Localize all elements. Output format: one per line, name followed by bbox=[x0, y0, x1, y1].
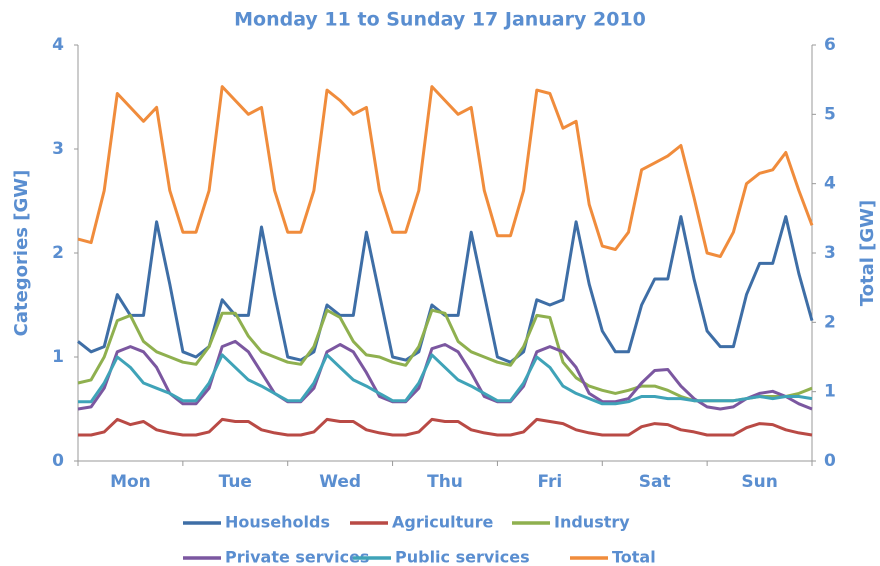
legend-label: Agriculture bbox=[392, 513, 494, 532]
y-tick-label: 0 bbox=[52, 451, 64, 471]
legend-label: Industry bbox=[554, 513, 630, 532]
y2-tick-label: 4 bbox=[824, 174, 836, 194]
y-tick-label: 2 bbox=[52, 243, 64, 263]
y-tick-label: 4 bbox=[52, 35, 64, 55]
legend-label: Total bbox=[612, 548, 656, 566]
legend-label: Public services bbox=[395, 548, 530, 566]
y-tick-label: 1 bbox=[52, 347, 64, 367]
y2-tick-label: 5 bbox=[824, 104, 836, 124]
x-tick-label: Sun bbox=[741, 472, 777, 492]
y2-tick-label: 2 bbox=[824, 312, 836, 332]
y2-axis-label: Total [GW] bbox=[857, 200, 878, 307]
series-line bbox=[77, 85, 814, 258]
legend-label: Private services bbox=[225, 548, 369, 566]
y2-tick-label: 0 bbox=[824, 451, 836, 471]
y2-tick-label: 3 bbox=[824, 243, 836, 263]
y-tick-label: 3 bbox=[52, 139, 64, 159]
x-tick-label: Sat bbox=[639, 472, 671, 492]
series-line bbox=[77, 215, 814, 364]
y2-tick-label: 6 bbox=[824, 35, 836, 55]
legend-label: Households bbox=[225, 513, 330, 532]
x-tick-label: Mon bbox=[110, 472, 151, 492]
x-tick-label: Thu bbox=[427, 472, 463, 492]
x-tick-label: Wed bbox=[319, 472, 361, 492]
x-tick-label: Tue bbox=[219, 472, 252, 492]
y2-tick-label: 1 bbox=[824, 382, 836, 402]
series-line bbox=[78, 417, 813, 437]
chart-title: Monday 11 to Sunday 17 January 2010 bbox=[234, 9, 646, 31]
y-axis-label: Categories [GW] bbox=[11, 170, 32, 337]
series-line bbox=[77, 339, 813, 411]
series-line bbox=[78, 353, 813, 406]
x-tick-label: Fri bbox=[537, 472, 562, 492]
